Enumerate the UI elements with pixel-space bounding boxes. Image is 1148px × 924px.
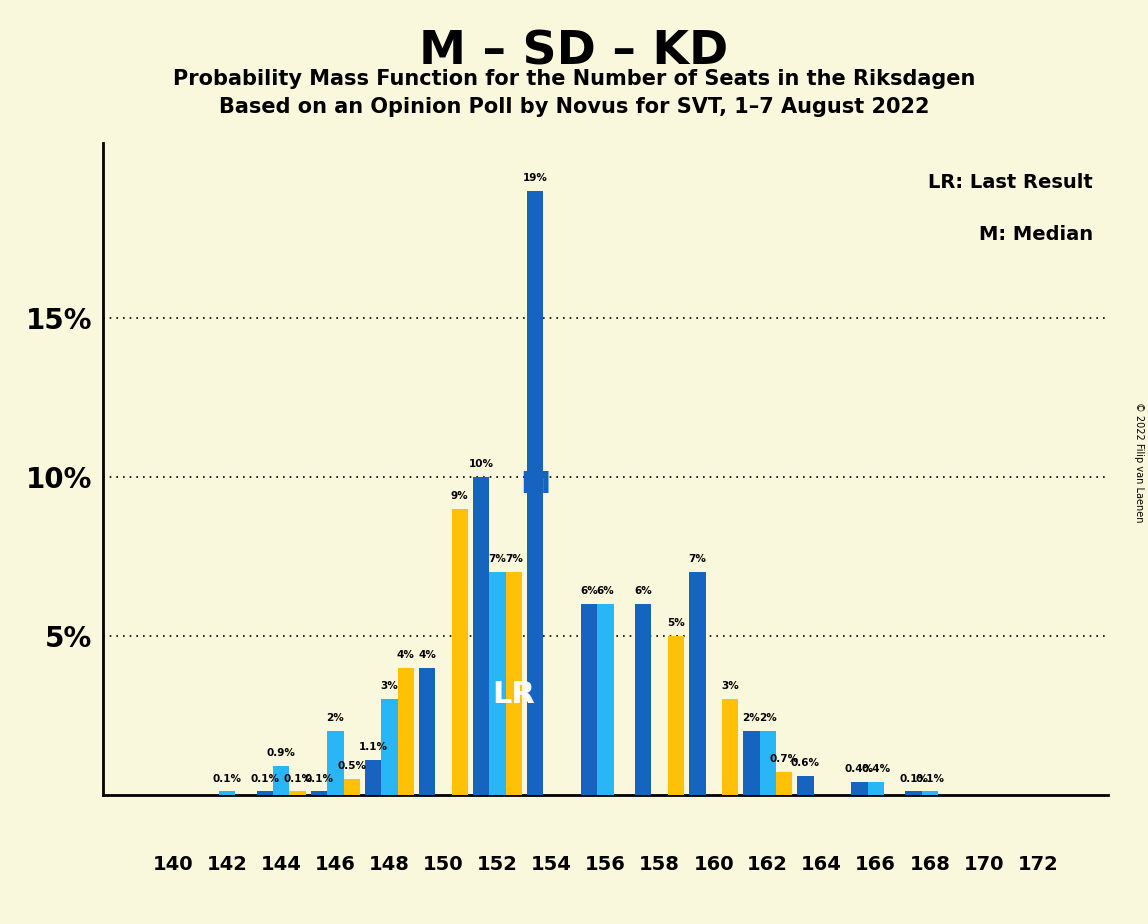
Text: 162: 162 [747,855,789,874]
Bar [776,772,792,795]
Bar [597,604,614,795]
Text: 1.1%: 1.1% [358,742,388,752]
Bar [311,792,327,795]
Text: LR: Last Result: LR: Last Result [928,173,1093,191]
Text: 144: 144 [261,855,302,874]
Bar [365,760,381,795]
Text: 146: 146 [315,855,356,874]
Text: 2%: 2% [326,713,344,723]
Text: M: M [520,470,551,499]
Text: 148: 148 [369,855,410,874]
Text: 164: 164 [801,855,843,874]
Bar [744,731,760,795]
Bar [505,572,522,795]
Text: 6%: 6% [597,586,614,596]
Text: © 2022 Filip van Laenen: © 2022 Filip van Laenen [1134,402,1143,522]
Text: 0.7%: 0.7% [769,755,799,764]
Text: 166: 166 [855,855,897,874]
Text: 158: 158 [639,855,680,874]
Text: 154: 154 [532,855,572,874]
Bar [397,667,413,795]
Bar [419,667,435,795]
Text: 2%: 2% [743,713,760,723]
Bar [343,779,359,795]
Bar [906,792,922,795]
Text: 156: 156 [585,855,626,874]
Bar [451,508,467,795]
Bar [327,731,343,795]
Text: 6%: 6% [581,586,598,596]
Text: 0.1%: 0.1% [915,773,945,784]
Bar [922,792,938,795]
Bar [852,782,868,795]
Text: 0.1%: 0.1% [304,773,334,784]
Bar [257,792,273,795]
Text: 2%: 2% [759,713,776,723]
Text: 0.4%: 0.4% [861,764,891,774]
Text: 140: 140 [153,855,194,874]
Text: M: Median: M: Median [978,225,1093,244]
Bar [381,699,397,795]
Text: 19%: 19% [522,173,548,183]
Text: 150: 150 [424,855,464,874]
Text: 7%: 7% [689,554,706,565]
Text: 0.1%: 0.1% [284,773,312,784]
Text: Based on an Opinion Poll by Novus for SVT, 1–7 August 2022: Based on an Opinion Poll by Novus for SV… [219,97,929,117]
Bar [473,477,489,795]
Text: 7%: 7% [505,554,522,565]
Bar [273,766,289,795]
Bar [868,782,884,795]
Bar [760,731,776,795]
Text: 4%: 4% [418,650,436,660]
Text: 0.9%: 0.9% [267,748,296,758]
Text: 3%: 3% [721,681,738,691]
Bar [527,191,543,795]
Text: 0.4%: 0.4% [845,764,874,774]
Text: 7%: 7% [489,554,506,565]
Text: 142: 142 [207,855,248,874]
Bar [581,604,597,795]
Text: 5%: 5% [667,618,684,627]
Text: 0.1%: 0.1% [899,773,928,784]
Bar [219,792,235,795]
Text: 0.5%: 0.5% [338,760,366,771]
Text: 168: 168 [909,855,951,874]
Bar [489,572,505,795]
Text: LR: LR [492,680,535,709]
Bar [722,699,738,795]
Text: 152: 152 [478,855,518,874]
Text: 3%: 3% [380,681,398,691]
Text: 0.1%: 0.1% [212,773,242,784]
Text: 0.6%: 0.6% [791,758,820,768]
Text: Probability Mass Function for the Number of Seats in the Riksdagen: Probability Mass Function for the Number… [173,69,975,90]
Text: 170: 170 [963,855,1004,874]
Bar [798,775,814,795]
Text: 160: 160 [693,855,734,874]
Bar [689,572,706,795]
Bar [289,792,305,795]
Bar [635,604,652,795]
Bar [668,636,684,795]
Text: 0.1%: 0.1% [250,773,280,784]
Text: 9%: 9% [451,491,468,501]
Text: 4%: 4% [397,650,414,660]
Text: 172: 172 [1017,855,1058,874]
Text: M – SD – KD: M – SD – KD [419,30,729,75]
Text: 6%: 6% [635,586,652,596]
Text: 10%: 10% [468,459,494,469]
